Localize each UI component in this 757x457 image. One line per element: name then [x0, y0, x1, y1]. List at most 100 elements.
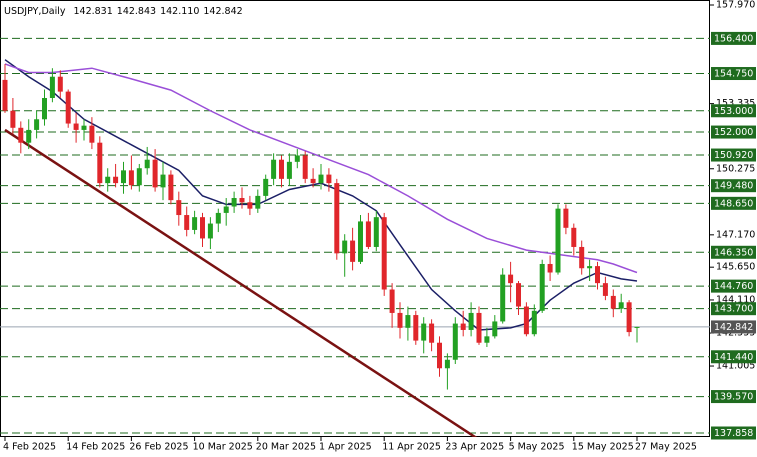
y-tick-label: 147.170: [716, 229, 755, 240]
candle-body: [2, 79, 8, 111]
y-tick-label: 144.110: [716, 294, 755, 305]
candle-body: [223, 206, 229, 213]
level-label-box: [711, 196, 756, 210]
candle-body: [326, 174, 332, 184]
candle-body: [618, 302, 624, 309]
candle-body: [49, 76, 55, 98]
candle-body: [381, 217, 387, 290]
level-label-box: [711, 31, 756, 45]
level-label: 144.760: [714, 281, 753, 292]
symbol: USDJPY,Daily: [4, 6, 66, 17]
moving-average: [4, 63, 638, 274]
x-tick-label: 15 May 2025: [572, 442, 634, 453]
candle-body: [468, 312, 474, 330]
candle-body: [184, 215, 190, 230]
candle-body: [516, 283, 521, 307]
candle-body: [255, 195, 261, 209]
candle-body: [271, 159, 277, 179]
candle-body: [539, 263, 545, 311]
level-label: 154.750: [714, 69, 753, 80]
level-label: 148.650: [714, 198, 753, 209]
candle-body: [626, 302, 632, 333]
x-tick-label: 14 Feb 2025: [66, 442, 125, 453]
level-label-box: [711, 245, 756, 259]
close-readout: 142.842: [203, 6, 242, 17]
candle-body: [34, 119, 40, 130]
low-readout: 142.110: [160, 6, 199, 17]
level-label: 139.570: [714, 392, 753, 403]
candle-body: [160, 174, 166, 188]
level-label: 137.858: [714, 428, 753, 439]
open-readout: 142.831: [73, 6, 112, 17]
candle-body: [89, 125, 95, 143]
candle-body: [579, 246, 585, 269]
candle-body: [121, 170, 126, 184]
level-label-box: [711, 426, 756, 440]
candle-body: [279, 159, 284, 179]
level-label-box: [711, 104, 756, 118]
candle-body: [500, 274, 506, 322]
candle-body: [444, 359, 450, 369]
candle-body: [200, 217, 205, 239]
candle-body: [10, 110, 16, 128]
candle-body: [310, 178, 316, 184]
candle-body: [452, 323, 458, 360]
candle-body: [286, 161, 292, 179]
level-label: 143.700: [714, 304, 753, 315]
candle-body: [523, 306, 529, 335]
y-tick-label: 145.650: [716, 262, 755, 273]
y-tick-label: 150.275: [716, 163, 755, 174]
x-tick-label: 4 Feb 2025: [3, 442, 56, 453]
candle-body: [587, 266, 593, 269]
level-label: 152.000: [714, 127, 753, 138]
candle-body: [460, 323, 466, 330]
candle-body: [81, 125, 87, 130]
level-label-box: [711, 350, 756, 364]
price-label: 142.842: [714, 322, 753, 333]
level-label-box: [711, 390, 756, 404]
chart-header: USDJPY,Daily 142.831 142.843 142.110 142.842: [4, 6, 243, 17]
candle-body: [531, 310, 537, 335]
candle-body: [602, 283, 608, 296]
candle-body: [373, 217, 379, 247]
x-tick-label: 1 Apr 2025: [319, 442, 372, 453]
candle-body: [57, 76, 63, 92]
level-label-box: [711, 125, 756, 139]
candle-body: [571, 227, 577, 247]
level-label-box: [711, 148, 756, 162]
candle-body: [263, 178, 269, 196]
trendline: [4, 128, 478, 437]
candle-body: [350, 240, 356, 262]
candle-body: [97, 142, 103, 184]
price-label-box: [711, 320, 756, 334]
plot-frame: [0, 0, 710, 437]
candle-body: [476, 312, 482, 343]
high-readout: 142.843: [117, 6, 156, 17]
level-label-box: [711, 67, 756, 81]
candle-body: [634, 326, 640, 328]
candle-body: [105, 176, 111, 184]
candle-body: [294, 155, 300, 162]
candle-body: [65, 91, 71, 124]
y-tick-label: 153.335: [716, 98, 755, 109]
candle-body: [152, 159, 158, 188]
level-label: 150.920: [714, 150, 753, 161]
x-tick-label: 26 Feb 2025: [129, 442, 188, 453]
candle-body: [429, 323, 435, 343]
candle-body: [302, 155, 308, 179]
x-tick-label: 10 Mar 2025: [193, 442, 253, 453]
candle-body: [342, 240, 348, 254]
level-label-box: [711, 279, 756, 293]
x-tick-label: 11 Apr 2025: [382, 442, 441, 453]
candle-body: [397, 312, 403, 328]
candle-body: [26, 129, 32, 143]
candle-body: [389, 289, 395, 313]
candle-body: [437, 342, 442, 369]
candle-body: [555, 208, 561, 273]
candle-body: [547, 263, 553, 273]
level-label-box: [711, 179, 756, 193]
candle-body: [113, 176, 119, 184]
moving-average: [4, 59, 638, 331]
candle-body: [595, 266, 600, 284]
level-label: 149.480: [714, 181, 753, 192]
